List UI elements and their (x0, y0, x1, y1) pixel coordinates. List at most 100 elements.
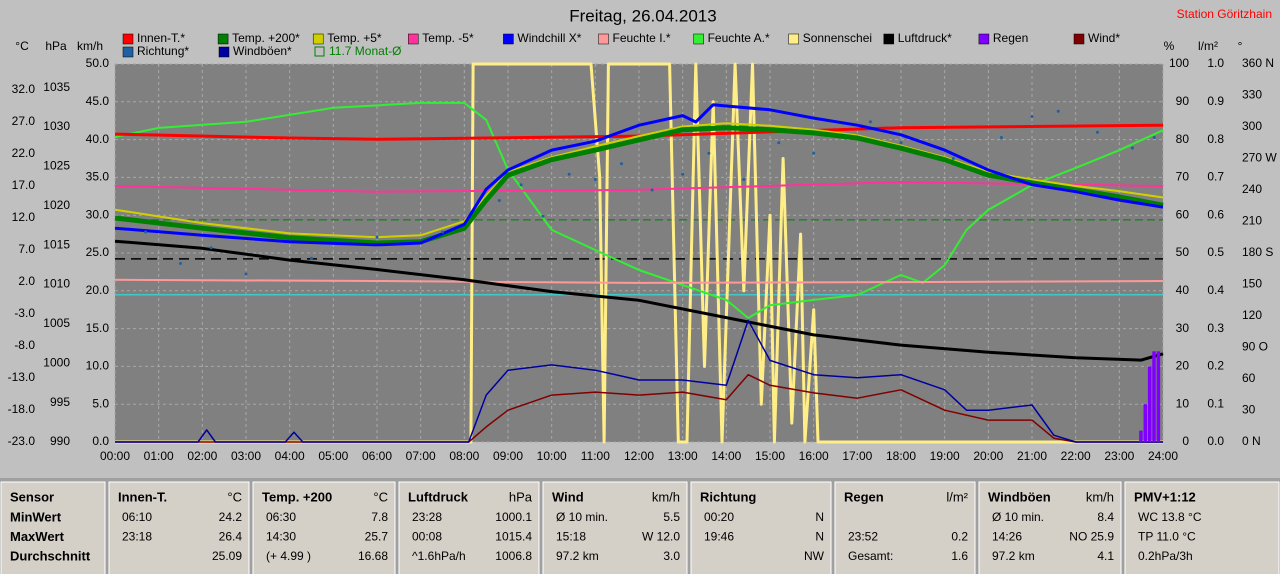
stats-header: Sensor (10, 489, 54, 504)
legend-label: Feuchte I.* (613, 31, 671, 45)
legend-label: Luftdruck* (898, 31, 952, 45)
stats-cell: 0.2hPa/3h (1138, 549, 1193, 563)
y-tick-label: 240 (1242, 182, 1262, 196)
y-tick-label: 45.0 (86, 94, 110, 108)
x-tick-label: 01:00 (144, 449, 174, 463)
rain-bar (1139, 430, 1143, 442)
legend-marker (122, 46, 134, 58)
legend-label: Wind* (1088, 31, 1120, 45)
y-tick-label: 270 W (1242, 151, 1277, 165)
y-tick-label: 0.6 (1207, 207, 1224, 221)
legend-marker (883, 33, 895, 45)
y-tick-label: 0.5 (1207, 245, 1224, 259)
y-tick-label: 150 (1242, 277, 1262, 291)
y-tick-label: 20.0 (86, 283, 110, 297)
y-tick-label: 70 (1176, 170, 1190, 184)
y-tick-label: 1010 (43, 277, 70, 291)
y-tick-label: -8.0 (14, 338, 35, 352)
direction-dot (899, 141, 903, 145)
rain-bar (1156, 351, 1161, 442)
series-line (114, 239, 1164, 362)
series-line (114, 278, 1164, 284)
legend-marker (314, 46, 325, 57)
y-tick-label: 90 (1176, 94, 1190, 108)
direction-dot (209, 246, 213, 250)
rain-bar (1152, 351, 1156, 442)
legend-marker (598, 33, 609, 45)
station-name: Station Göritzhain (1177, 7, 1272, 21)
stats-panel (542, 481, 688, 574)
direction-dot (567, 172, 571, 176)
series-line (114, 181, 1164, 193)
direction-dot (519, 183, 523, 187)
stats-panel (978, 481, 1122, 574)
stats-cell: Ø 10 min. (992, 510, 1044, 524)
direction-dot (681, 172, 685, 176)
y-tick-label: 1025 (43, 159, 70, 173)
y-tick-label: 60 (1176, 207, 1190, 221)
y-tick-label: 50.0 (86, 56, 110, 70)
stats-cell: 3.0 (663, 549, 680, 563)
legend-label: Regen (993, 31, 1028, 45)
stats-row-label: MaxWert (10, 529, 65, 544)
direction-dot (707, 151, 711, 155)
y-tick-label: 0.0 (92, 434, 109, 448)
x-tick-label: 19:00 (930, 449, 960, 463)
legend-marker (408, 33, 419, 45)
direction-dot (441, 230, 444, 234)
direction-dot (1030, 115, 1034, 118)
stats-header: Regen (844, 489, 884, 504)
series-line (115, 62, 1163, 444)
y-tick-label: 20 (1176, 359, 1190, 373)
stats-header: °C (373, 489, 388, 504)
axis-unit: l/m² (1198, 39, 1218, 53)
y-tick-label: 35.0 (86, 170, 110, 184)
stats-cell: 23:18 (122, 530, 152, 544)
y-tick-label: 0 N (1242, 434, 1261, 448)
legend-marker (122, 33, 134, 45)
y-tick-label: -23.0 (8, 434, 36, 448)
direction-dot (951, 157, 955, 160)
y-tick-label: 1000 (43, 355, 70, 369)
y-tick-label: 300 (1242, 119, 1262, 133)
stats-cell: 25.7 (365, 530, 389, 544)
axis-unit: km/h (77, 39, 103, 53)
x-tick-label: 07:00 (406, 449, 436, 463)
y-tick-label: 0 (1182, 434, 1189, 448)
stats-panel (1124, 481, 1280, 574)
direction-dot (541, 214, 545, 218)
x-tick-label: 10:00 (537, 449, 567, 463)
y-tick-label: 30 (1242, 403, 1256, 417)
stats-header: hPa (509, 489, 533, 504)
legend-marker (503, 33, 514, 45)
series-line (114, 101, 1164, 319)
stats-cell: 0.2 (951, 530, 968, 544)
x-tick-label: 23:00 (1104, 449, 1134, 463)
y-tick-label: 2.0 (18, 274, 35, 288)
stats-cell: 1015.4 (495, 530, 532, 544)
stats-cell: 23:28 (412, 510, 442, 524)
y-tick-label: 180 S (1242, 245, 1273, 259)
stats-header: Luftdruck (408, 489, 469, 504)
y-tick-label: 995 (50, 395, 70, 409)
x-tick-label: 12:00 (624, 449, 654, 463)
stats-cell: WC 13.8 °C (1138, 510, 1202, 524)
direction-dot (497, 199, 501, 202)
stats-header: °C (227, 489, 242, 504)
stats-header: km/h (1086, 489, 1114, 504)
stats-cell: 24.2 (219, 510, 243, 524)
stats-cell: NW (804, 549, 825, 563)
direction-dot (1056, 109, 1060, 113)
x-tick-label: 17:00 (842, 449, 872, 463)
legend-label: Windchill X* (517, 31, 581, 45)
direction-dot (310, 256, 313, 260)
y-tick-label: -18.0 (8, 402, 36, 416)
stats-cell: 8.4 (1097, 510, 1114, 524)
y-tick-label: 30 (1176, 321, 1190, 335)
y-tick-label: 30.0 (86, 207, 110, 221)
direction-dot (593, 178, 597, 181)
stats-header: Windböen (988, 489, 1051, 504)
direction-dot (742, 178, 746, 181)
y-tick-label: 1035 (43, 80, 70, 94)
y-tick-label: -3.0 (14, 306, 35, 320)
